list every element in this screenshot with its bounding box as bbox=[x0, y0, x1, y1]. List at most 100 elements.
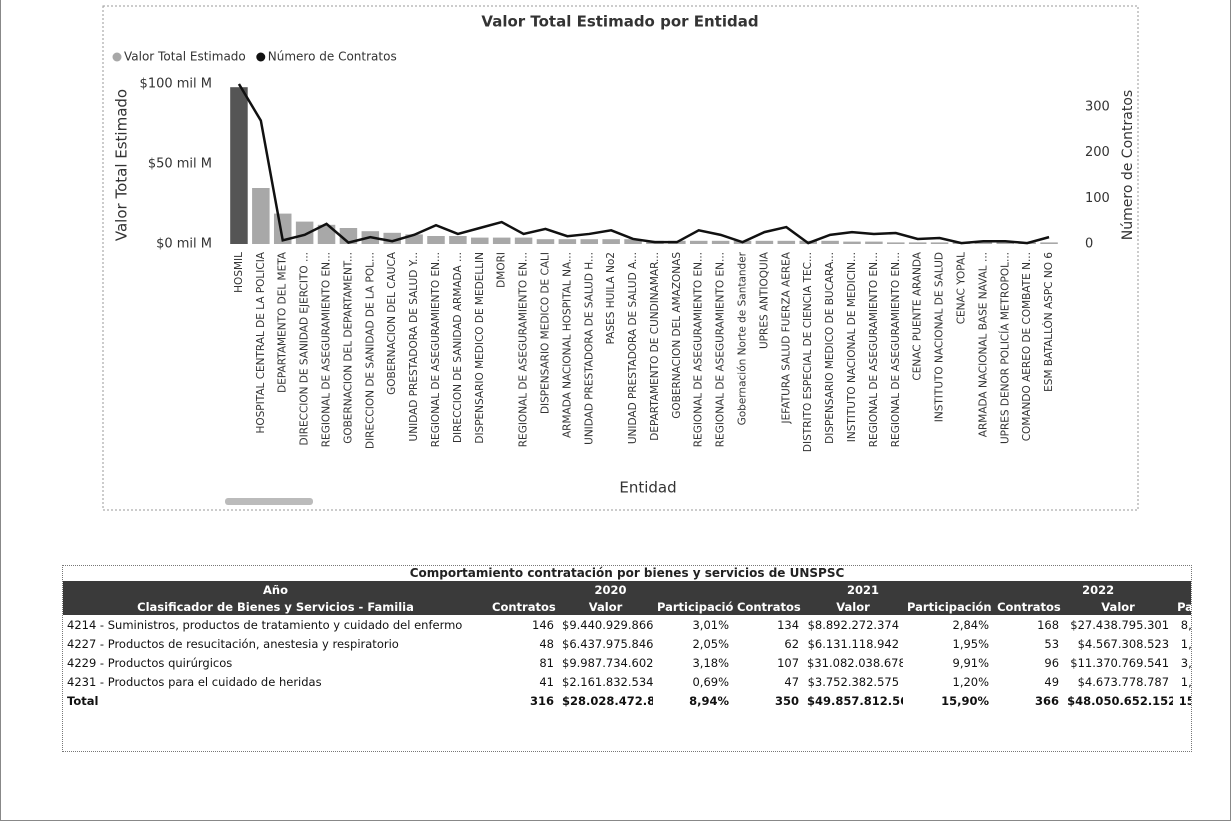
x-tick-label: DISPENSARIO MEDICO DE BUCARA... bbox=[824, 252, 836, 444]
x-tick-label: UNIDAD PRESTADORA DE SALUD Y... bbox=[408, 252, 420, 441]
column-header: Participación bbox=[903, 598, 994, 615]
x-tick-label: DMORI bbox=[496, 252, 508, 288]
y2-tick-label: 300 bbox=[1085, 99, 1110, 114]
bar bbox=[777, 240, 796, 244]
year: 2020 bbox=[488, 581, 734, 598]
x-tick-label: ARMADA NACIONAL HOSPITAL NA... bbox=[561, 252, 573, 438]
x-tick-label: Gobernación Norte de Santander bbox=[737, 251, 749, 425]
cell: 15,90% bbox=[941, 693, 990, 708]
cell: 53 bbox=[1044, 636, 1060, 651]
bar bbox=[471, 237, 489, 244]
x-tick-label: UPRES ANTIOQUIA bbox=[758, 251, 770, 349]
x-tick-label: CENAC PUENTE ARANDA bbox=[912, 251, 924, 380]
cell: $9.440.929.866 bbox=[562, 617, 653, 632]
column-header: Valor bbox=[1063, 598, 1174, 615]
cell: 350 bbox=[775, 693, 800, 708]
chart: Valor Total Estimado por Entidad Entidad… bbox=[102, 5, 1139, 511]
cell: 168 bbox=[1037, 617, 1060, 632]
bar bbox=[755, 240, 774, 244]
bar bbox=[974, 242, 993, 244]
cell: 81 bbox=[539, 655, 554, 670]
cell: $9.987.734.602 bbox=[562, 655, 653, 670]
cell: 3,6 bbox=[1180, 655, 1192, 670]
x-tick-label: REGIONAL DE ASEGURAMIENTO EN... bbox=[715, 252, 727, 447]
legend-label: Número de Contratos bbox=[268, 50, 397, 64]
year: 2021 bbox=[733, 581, 994, 598]
scrollbar[interactable] bbox=[225, 498, 313, 505]
cell: $27.438.795.301 bbox=[1070, 617, 1170, 632]
cell: 2,84% bbox=[952, 617, 990, 632]
table-row: Total 316 $28.028.472.848 8,94% 350 $49.857.8… bbox=[63, 691, 1191, 710]
y-tick-label: $0 mil M bbox=[156, 237, 212, 252]
cell: 2,05% bbox=[692, 636, 730, 651]
bar bbox=[492, 237, 511, 244]
cell: 4227 - Productos de resucitación, aneste… bbox=[67, 636, 399, 651]
table-visual: Comportamiento contratación por bienes y… bbox=[62, 565, 1192, 752]
cell: $48.050.652.152 bbox=[1067, 693, 1174, 708]
column-header: Partic bbox=[1173, 598, 1191, 615]
x-tick-label: ARMADA NACIONAL BASE NAVAL ... bbox=[977, 252, 989, 437]
x-tick-label: GOBERNACION DEL DEPARTAMENT... bbox=[342, 252, 354, 444]
x-tick-label: DEPARTAMENTO DEL META bbox=[277, 251, 289, 393]
x-tick-label: ESM BATALLÓN ASPC NO 6 bbox=[1042, 252, 1055, 392]
cell: 134 bbox=[777, 617, 800, 632]
bar bbox=[887, 242, 905, 244]
cell: 9,91% bbox=[952, 655, 990, 670]
column-header: Contratos bbox=[488, 598, 558, 615]
table: Año 2020 2021 2022 Clasificador de Bienes y … bbox=[63, 581, 1192, 710]
cell: 1,4 bbox=[1180, 674, 1192, 689]
bar bbox=[514, 237, 533, 244]
x-tick-label: DIRECCION DE SANIDAD ARMADA ... bbox=[452, 252, 464, 443]
x-tick-label: INSTITUTO NACIONAL DE MEDICIN... bbox=[846, 252, 858, 442]
x-tick-label: UPRES DENOR POLICÍA METROPOL... bbox=[998, 252, 1011, 444]
bar bbox=[449, 236, 467, 244]
bar bbox=[1040, 242, 1058, 244]
row-header: Clasificador de Bienes y Servicios - Fam… bbox=[63, 598, 488, 615]
header-row: Clasificador de Bienes y Servicios - Fam… bbox=[63, 598, 1191, 615]
x-tick-label: UNIDAD PRESTADORA DE SALUD H... bbox=[583, 252, 595, 445]
cell: $49.857.812.569 bbox=[807, 693, 903, 708]
bar bbox=[427, 236, 445, 244]
cell: 41 bbox=[539, 674, 554, 689]
cell: $3.752.382.575 bbox=[807, 674, 900, 689]
bar bbox=[711, 240, 730, 244]
table-row: 4231 - Productos para el cuidado de heri… bbox=[63, 672, 1192, 691]
x-tick-label: DISTRITO ESPECIAL DE CIENCIA TEC... bbox=[802, 252, 814, 452]
bar bbox=[317, 224, 336, 244]
table-title: Comportamiento contratación por bienes y… bbox=[409, 566, 845, 580]
x-tick-label: GOBERNACION DEL CAUCA bbox=[386, 251, 398, 395]
bar bbox=[821, 240, 839, 244]
x-tick-label: GOBERNACION DEL AMAZONAS bbox=[671, 252, 683, 419]
cell: 1,95% bbox=[952, 636, 990, 651]
cell: $11.370.769.541 bbox=[1070, 655, 1170, 670]
x-tick-label: DISPENSARIO MEDICO DE CALI bbox=[539, 252, 551, 414]
cell: $31.082.038.678 bbox=[807, 655, 904, 670]
table-row: 4227 - Productos de resucitación, aneste… bbox=[63, 634, 1191, 653]
bar bbox=[536, 239, 555, 244]
x-tick-label: HOSMIL bbox=[233, 252, 245, 293]
cell: $6.131.118.942 bbox=[807, 636, 900, 651]
bar bbox=[624, 239, 642, 244]
cell: 3,18% bbox=[692, 655, 730, 670]
cell: 4214 - Suministros, productos de tratami… bbox=[67, 617, 463, 632]
x-tick-label: DIRECCION DE SANIDAD DE LA POL... bbox=[364, 252, 376, 449]
column-header: Contratos bbox=[993, 598, 1064, 615]
cell: 8,7 bbox=[1180, 617, 1192, 632]
y2-tick-label: 100 bbox=[1085, 191, 1110, 206]
cell: 0,69% bbox=[692, 674, 730, 689]
bar bbox=[996, 242, 1015, 244]
x-axis-title: Entidad bbox=[619, 479, 676, 497]
x-tick-label: REGIONAL DE ASEGURAMIENTO EN... bbox=[868, 252, 880, 447]
x-tick-label: CENAC YOPAL bbox=[955, 252, 967, 324]
x-tick-label: UNIDAD PRESTADORA DE SALUD A... bbox=[627, 252, 639, 444]
cell: Total bbox=[67, 693, 99, 708]
column-header: Valor bbox=[558, 598, 653, 615]
x-tick-label: DIRECCION DE SANIDAD EJERCITO ... bbox=[299, 252, 311, 445]
y2-axis-title: Número de Contratos bbox=[1120, 90, 1136, 240]
x-tick-label: INSTITUTO NACIONAL DE SALUD bbox=[934, 252, 946, 422]
cell: 4231 - Productos para el cuidado de heri… bbox=[67, 674, 322, 689]
cell: 48 bbox=[539, 636, 554, 651]
year-header: Año bbox=[63, 581, 488, 598]
cell: 3,01% bbox=[692, 617, 730, 632]
